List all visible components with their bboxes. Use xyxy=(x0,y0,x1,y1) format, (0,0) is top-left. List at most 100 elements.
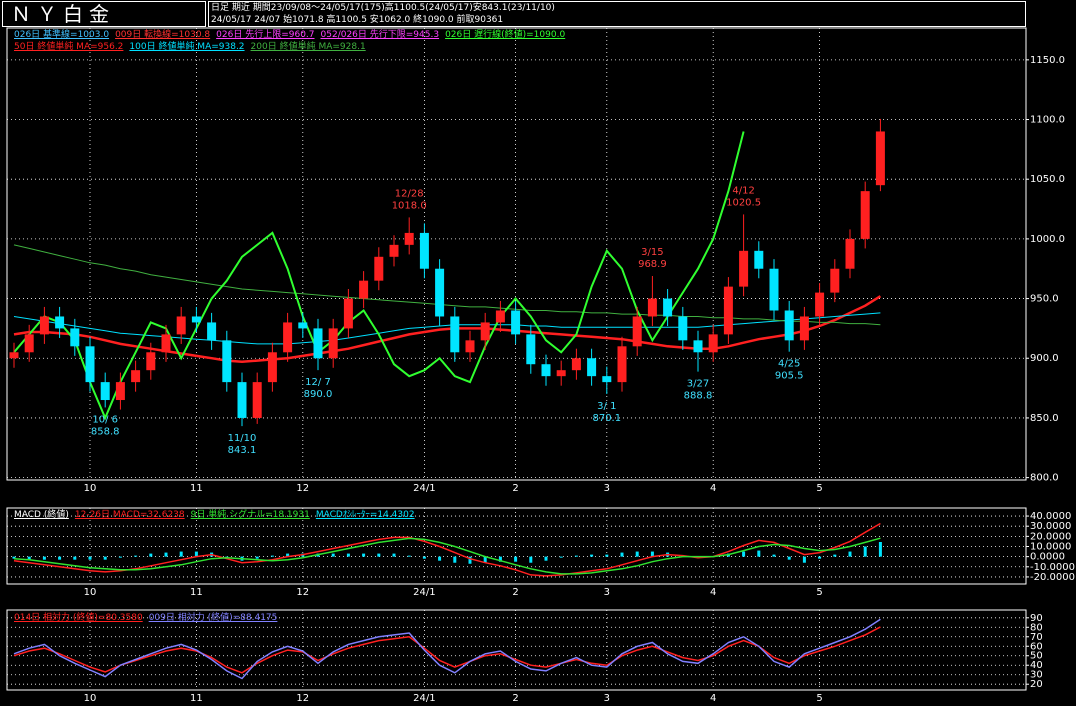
histogram-bar xyxy=(194,551,198,557)
candle-body xyxy=(389,244,399,257)
annotation-date: 3/27 xyxy=(687,379,709,390)
y-tick-label: 1100.0 xyxy=(1030,115,1065,126)
annotation-value: 1020.5 xyxy=(726,197,761,208)
histogram-bar xyxy=(468,556,472,564)
histogram-bar xyxy=(833,554,837,557)
y-tick-label: 60 xyxy=(1030,641,1043,652)
y-tick-label: 1150.0 xyxy=(1030,55,1065,66)
y-tick-label: 30 xyxy=(1030,670,1043,681)
indicator-line xyxy=(13,626,881,674)
histogram-bar xyxy=(134,555,138,557)
candle-body xyxy=(739,250,749,287)
candle-body xyxy=(495,310,505,323)
candle-body xyxy=(587,358,597,377)
indicator-line xyxy=(13,522,881,577)
x-tick-label: 10 xyxy=(84,587,97,598)
candle-body xyxy=(784,310,794,341)
annotation-date: 11/10 xyxy=(228,433,257,444)
candle-body xyxy=(237,382,247,418)
annotation-value: 1018.0 xyxy=(392,200,427,211)
x-tick-label: 4 xyxy=(710,693,716,704)
candle-body xyxy=(222,340,232,383)
x-tick-label: 10 xyxy=(84,693,97,704)
candle-body xyxy=(176,316,186,335)
histogram-bar xyxy=(483,556,487,563)
y-tick-label: -10.0000 xyxy=(1030,562,1075,573)
candle-body xyxy=(708,334,718,353)
histogram-bar xyxy=(878,541,882,557)
x-tick-label: 11 xyxy=(190,587,203,598)
candle-body xyxy=(860,191,870,239)
legend-entry: 12-26日 MACD=32.6238 xyxy=(74,510,185,520)
x-tick-label: 4 xyxy=(710,483,716,494)
candle-body xyxy=(404,232,414,245)
histogram-bar xyxy=(438,556,442,561)
candle-body xyxy=(556,370,566,377)
x-tick-label: 2 xyxy=(512,587,518,598)
legend-entry: 50日 終値単純 MA=956.2 xyxy=(14,42,124,52)
histogram-bar xyxy=(848,551,852,557)
histogram-bar xyxy=(787,556,791,560)
panel-title: MACD (終値) xyxy=(14,510,69,520)
candle-body xyxy=(131,370,141,383)
annotation-date: 4/12 xyxy=(732,185,754,196)
legend-row: 50日 終値単純 MA=956.2 100日 終値単純 MA=938.2 200日 … xyxy=(14,42,372,53)
period-info: 日足 期近 期間23/09/08～24/05/17(175)高1100.5(24… xyxy=(211,3,555,13)
y-tick-label: 850.0 xyxy=(1030,413,1059,424)
candle-body xyxy=(267,352,277,383)
candle-body xyxy=(875,131,885,186)
annotation-value: 968.9 xyxy=(638,259,667,270)
histogram-bar xyxy=(635,551,639,557)
candle-body xyxy=(465,340,475,353)
candle-body xyxy=(115,382,125,401)
histogram-bar xyxy=(620,552,624,557)
candle-body xyxy=(146,352,156,371)
histogram-bar xyxy=(377,553,381,557)
candle-body xyxy=(343,298,353,329)
panel-frame xyxy=(6,609,1027,691)
candle-body xyxy=(359,280,369,299)
x-tick-label: 11 xyxy=(190,693,203,704)
histogram-bar xyxy=(58,556,62,560)
legend-entry: 009日 相対力 (終値)=88.4175 xyxy=(148,613,278,623)
histogram-bar xyxy=(27,556,31,560)
candle-body xyxy=(678,316,688,341)
panel-frame xyxy=(6,27,1027,481)
histogram-bar xyxy=(802,556,806,563)
candle-body xyxy=(328,328,338,359)
histogram-bar xyxy=(270,555,274,557)
histogram-bar xyxy=(164,552,168,557)
candle-body xyxy=(283,322,293,353)
histogram-bar xyxy=(818,556,822,559)
ma-line xyxy=(13,295,882,364)
legend-entry: 026日 遅行線(終値)=1090.0 xyxy=(445,30,566,40)
annotation-date: 3/ 1 xyxy=(597,401,616,412)
candle-body xyxy=(9,352,19,359)
candle-body xyxy=(24,334,34,353)
candle-body xyxy=(435,268,445,317)
candle-body xyxy=(693,340,703,353)
candle-body xyxy=(450,316,460,353)
instrument-title: ＮＹ白金 xyxy=(2,1,206,27)
candle-body xyxy=(815,292,825,317)
y-tick-label: -20.0000 xyxy=(1030,572,1075,583)
candle-body xyxy=(845,238,855,269)
candle-body xyxy=(571,358,581,371)
candle-body xyxy=(480,322,490,341)
histogram-bar xyxy=(346,553,350,557)
legend-entry: 026日 基準線=1003.0 xyxy=(14,30,110,40)
histogram-bar xyxy=(179,551,183,557)
histogram-bar xyxy=(863,546,867,557)
histogram-bar xyxy=(149,553,153,557)
annotation-value: 858.8 xyxy=(91,426,120,437)
x-tick-label: 2 xyxy=(512,693,518,704)
legend-entry: 9日 単純 シグナル=18.1931 xyxy=(190,510,310,520)
histogram-bar xyxy=(574,555,578,557)
x-tick-label: 3 xyxy=(604,693,610,704)
x-tick-label: 11 xyxy=(190,483,203,494)
y-tick-label: 40.0000 xyxy=(1030,511,1071,522)
histogram-bar xyxy=(12,556,16,559)
x-tick-label: 12 xyxy=(296,587,309,598)
x-tick-label: 5 xyxy=(816,693,822,704)
